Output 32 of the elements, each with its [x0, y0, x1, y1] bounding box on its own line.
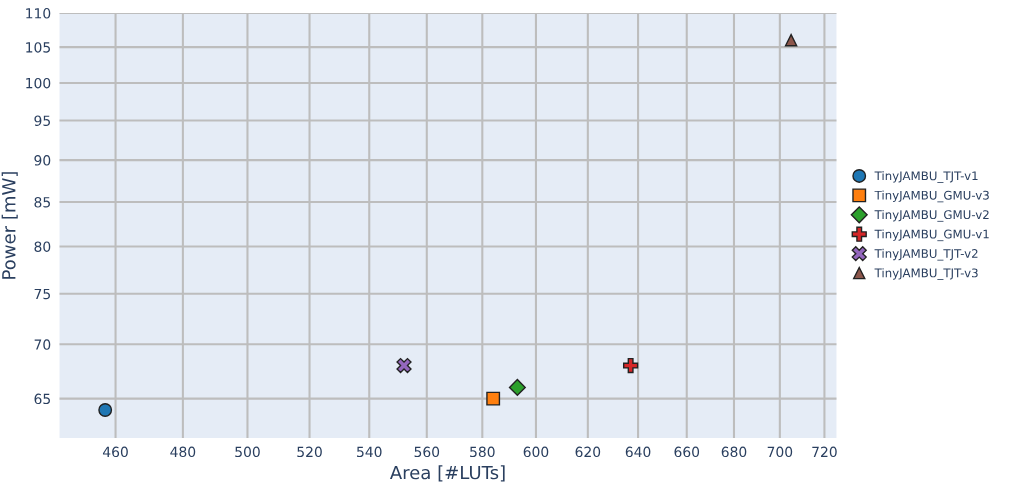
x-tick-label: 680 — [721, 446, 747, 458]
x-tick-label: 720 — [812, 446, 837, 458]
y-tick-label: 65 — [34, 393, 50, 405]
x-tick-label: 480 — [170, 446, 196, 458]
x-tick-label: 640 — [625, 446, 651, 458]
y-tick-label: 85 — [34, 197, 50, 208]
y-tick-label: 95 — [34, 115, 50, 126]
x-tick-label: 700 — [767, 446, 793, 458]
legend-label: TinyJAMBU_TJT-v1 — [874, 171, 978, 183]
x-tick-label: 600 — [523, 446, 549, 458]
y-axis-title: Power [mW] — [1, 172, 18, 279]
x-tick-label: 520 — [297, 446, 322, 458]
y-tick-label: 75 — [34, 288, 50, 300]
legend-label: TinyJAMBU_GMU-v3 — [874, 190, 989, 203]
x-tick-label: 460 — [102, 446, 128, 458]
y-tick-label: 100 — [26, 77, 51, 89]
legend-label: TinyJAMBU_TJT-v2 — [874, 248, 978, 261]
x-axis-title: Area [#LUTs] — [389, 465, 505, 482]
y-tick-label: 80 — [34, 241, 51, 252]
legend-label: TinyJAMBU_GMU-v1 — [874, 229, 989, 242]
x-tick-label: 500 — [235, 446, 260, 458]
x-tick-label: 560 — [414, 446, 440, 458]
y-tick-label: 70 — [34, 339, 51, 350]
x-tick-label: 660 — [674, 446, 700, 458]
y-tick-label: 90 — [34, 155, 51, 166]
legend-label: TinyJAMBU_TJT-v3 — [874, 268, 978, 280]
x-tick-label: 580 — [470, 446, 495, 458]
x-tick-label: 620 — [575, 446, 601, 458]
y-tick-label: 110 — [26, 8, 51, 19]
x-tick-label: 540 — [357, 446, 382, 458]
y-tick-label: 105 — [26, 42, 50, 53]
legend-label: TinyJAMBU_GMU-v2 — [874, 209, 989, 222]
